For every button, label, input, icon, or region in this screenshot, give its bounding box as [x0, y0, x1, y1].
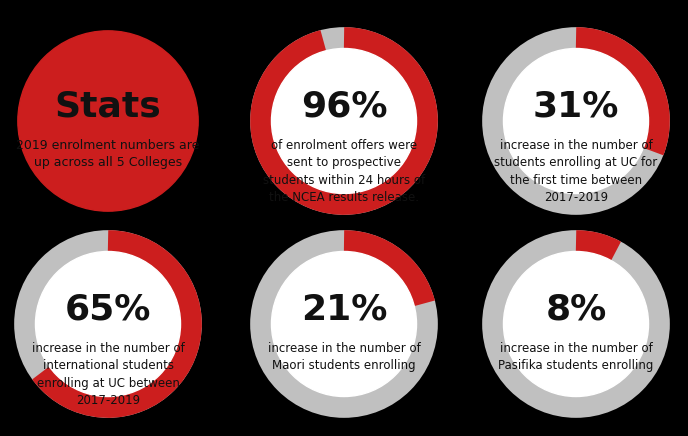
- Text: of enrolment offers were
sent to prospective
students within 24 hours of
the NCE: of enrolment offers were sent to prospec…: [263, 139, 425, 204]
- Circle shape: [18, 31, 198, 211]
- Text: Stats: Stats: [54, 89, 162, 123]
- Circle shape: [272, 48, 416, 194]
- Text: increase in the number of
students enrolling at UC for
the first time between
20: increase in the number of students enrol…: [495, 139, 658, 204]
- Text: 2019 enrolment numbers are
up across all 5 Colleges: 2019 enrolment numbers are up across all…: [17, 139, 200, 169]
- Circle shape: [504, 48, 649, 194]
- Text: increase in the number of
international students
enrolling at UC between
2017-20: increase in the number of international …: [32, 342, 184, 407]
- Text: 21%: 21%: [301, 292, 387, 326]
- Text: 96%: 96%: [301, 89, 387, 123]
- Circle shape: [504, 252, 649, 396]
- Circle shape: [36, 252, 180, 396]
- Text: increase in the number of
Maori students enrolling: increase in the number of Maori students…: [268, 342, 420, 372]
- Text: increase in the number of
Pasifika students enrolling: increase in the number of Pasifika stude…: [498, 342, 654, 372]
- Text: 65%: 65%: [65, 292, 151, 326]
- Circle shape: [272, 252, 416, 396]
- Text: 8%: 8%: [546, 292, 607, 326]
- Text: 31%: 31%: [533, 89, 619, 123]
